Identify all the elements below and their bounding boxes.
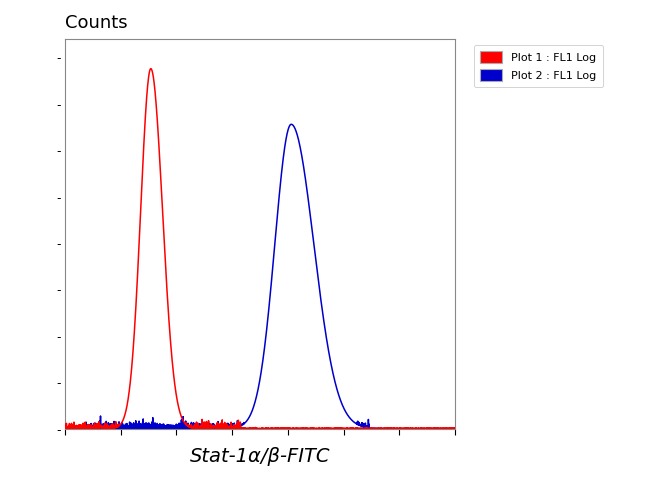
X-axis label: Stat-1α/β-FITC: Stat-1α/β-FITC (190, 448, 330, 467)
Text: Counts: Counts (65, 14, 127, 32)
Legend: Plot 1 : FL1 Log, Plot 2 : FL1 Log: Plot 1 : FL1 Log, Plot 2 : FL1 Log (474, 44, 603, 87)
